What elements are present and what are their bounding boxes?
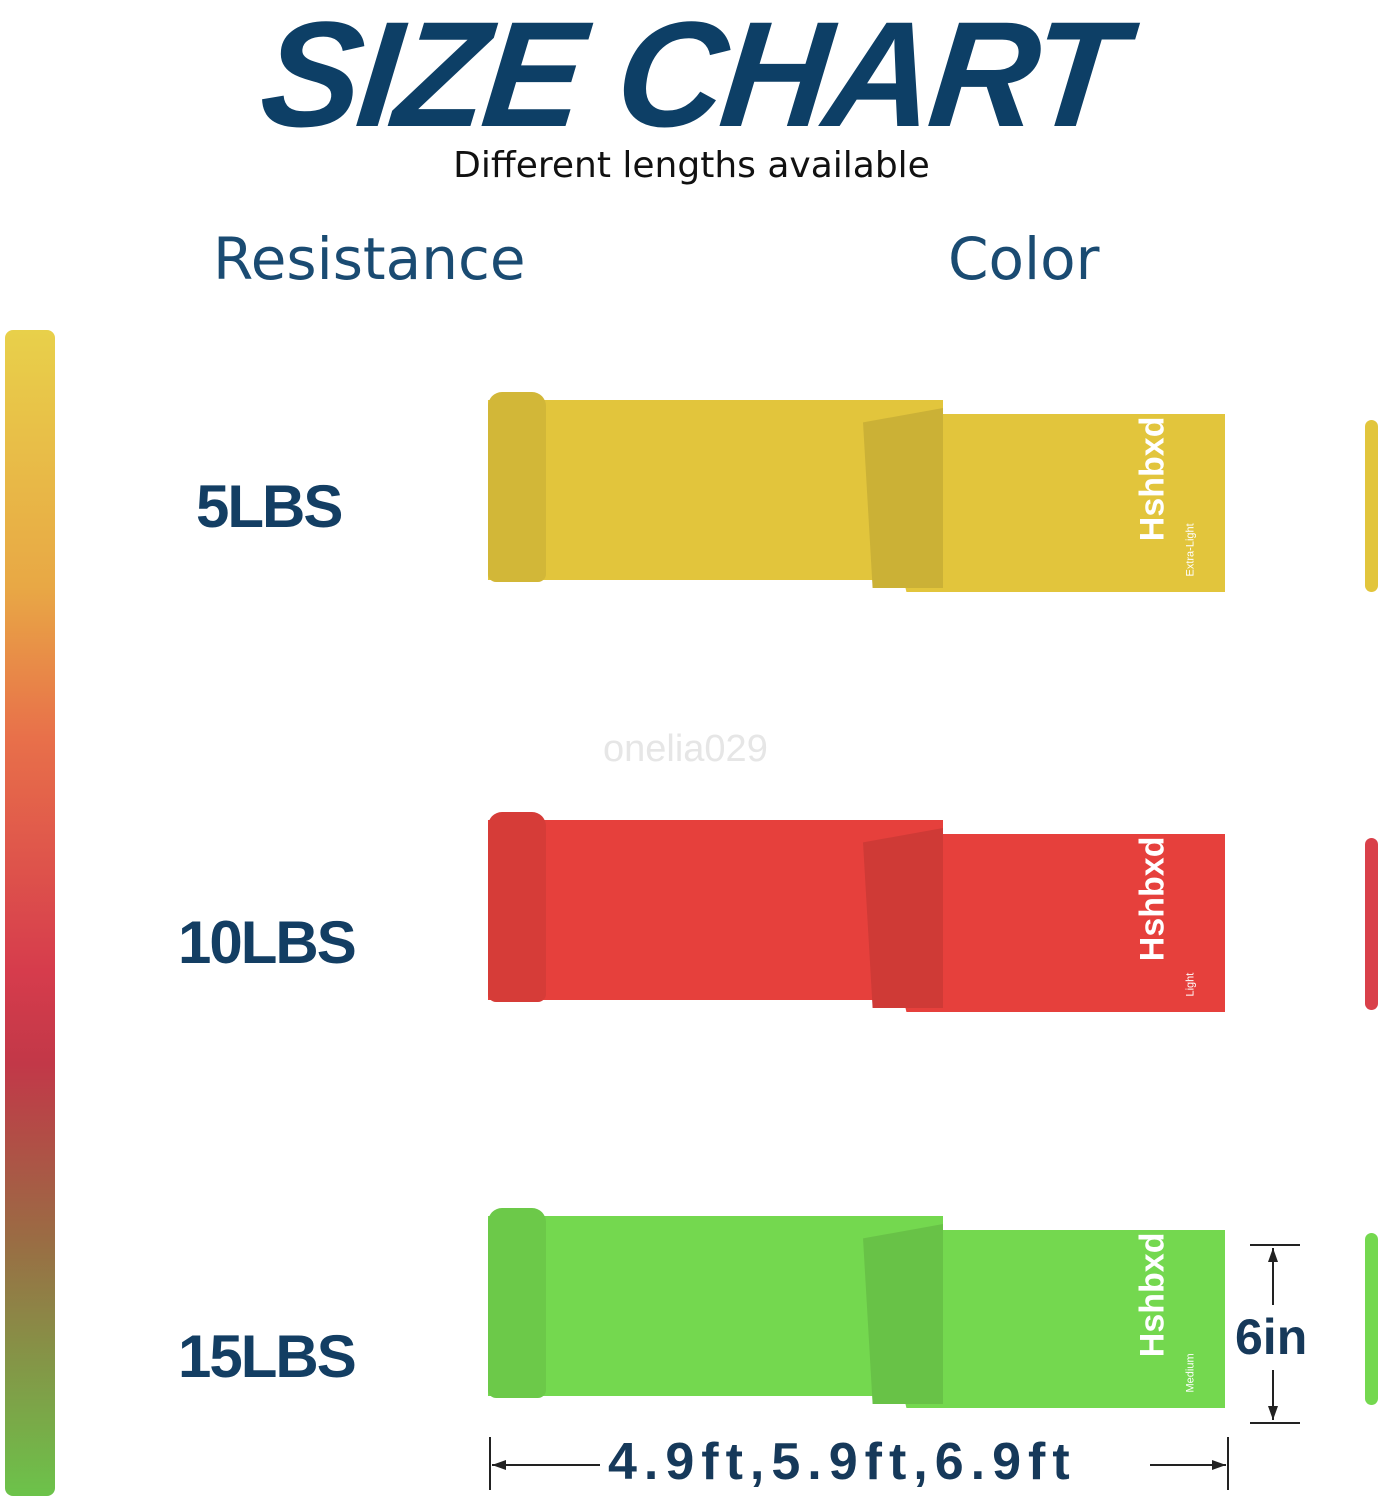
color-heading: Color (948, 225, 1100, 293)
resistance-label: 5LBS (196, 473, 343, 540)
band-green: Hshbxd Medium (488, 1208, 1228, 1408)
resistance-gradient-bar (5, 330, 55, 1496)
width-label: 6in (1235, 1309, 1308, 1365)
color-swatch-red (1365, 838, 1378, 1010)
resistance-label: 10LBS (178, 909, 357, 976)
band-red: Hshbxd Light (488, 812, 1228, 1012)
band-yellow: Hshbxd Extra-Light (488, 392, 1228, 592)
resistance-heading: Resistance (213, 225, 526, 293)
resistance-label: 15LBS (178, 1323, 357, 1390)
length-label: 4.9ft,5.9ft,6.9ft (608, 1433, 1077, 1491)
watermark: onelia029 (603, 728, 768, 770)
subtitle: Different lengths available (453, 145, 930, 186)
color-swatch-yellow (1365, 420, 1378, 592)
color-swatch-green (1365, 1233, 1378, 1405)
